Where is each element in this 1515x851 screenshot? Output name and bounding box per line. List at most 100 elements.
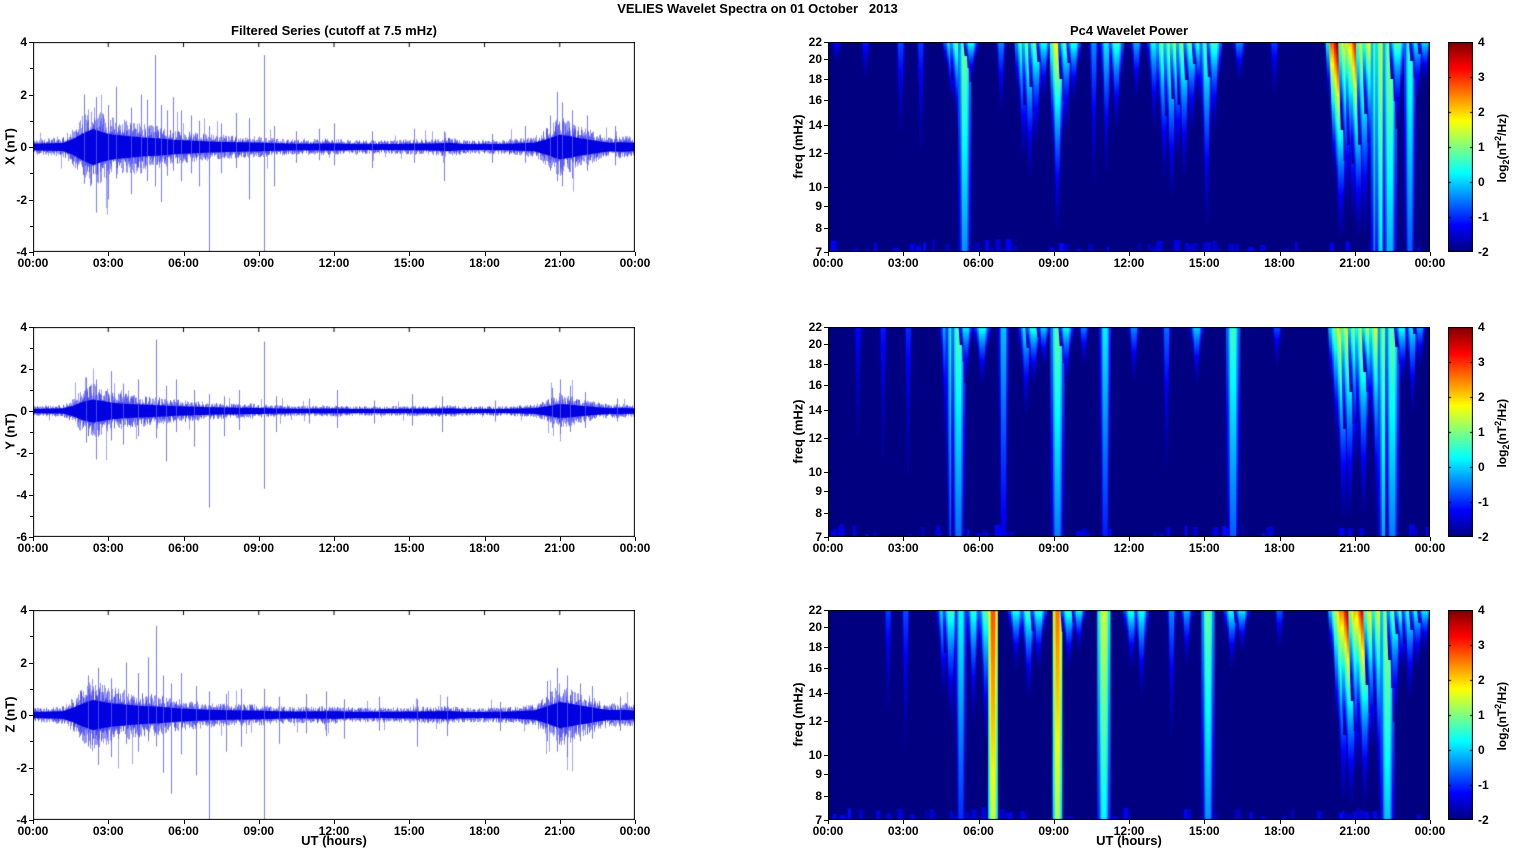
colorbar-tick-label: 2 bbox=[1478, 673, 1485, 687]
xtick-mark bbox=[1204, 252, 1206, 256]
colorbar-tick-label: 1 bbox=[1478, 425, 1485, 439]
xtick-label: 18:00 bbox=[1264, 541, 1295, 555]
xtick-mark bbox=[1053, 820, 1055, 824]
freq-tick-label: 9 bbox=[815, 766, 822, 781]
colorbar-label-part: /Hz) bbox=[1494, 681, 1509, 704]
ytick-label: 0 bbox=[20, 708, 27, 722]
xtick-label: 00:00 bbox=[812, 541, 844, 555]
freq-tick-mark bbox=[824, 646, 828, 648]
colorbar-tick-label: 2 bbox=[1478, 390, 1485, 404]
colorbar-tick-label: 3 bbox=[1478, 638, 1485, 652]
xtick-mark bbox=[559, 537, 561, 541]
ytick-label: -6 bbox=[16, 530, 27, 544]
freq-tick-mark bbox=[824, 471, 828, 473]
xtick-label: 00:00 bbox=[1414, 824, 1446, 838]
xtick-label: 09:00 bbox=[1038, 541, 1070, 555]
ytick-minor-mark bbox=[30, 225, 33, 227]
xtick-label: 03:00 bbox=[92, 256, 124, 270]
colorbar-axis-title: log2(nT2/Hz) bbox=[1493, 656, 1511, 776]
ytick-label: 2 bbox=[20, 362, 27, 376]
timeseries-plot-z bbox=[33, 610, 635, 820]
ytick-label: -4 bbox=[16, 488, 27, 502]
right-xaxis-title: UT (hours) bbox=[1096, 833, 1162, 848]
freq-tick-mark bbox=[824, 512, 828, 514]
ytick-label: 2 bbox=[20, 655, 27, 670]
ytick-minor-mark bbox=[30, 173, 33, 175]
colorbar-tick-label: -1 bbox=[1478, 495, 1489, 509]
xtick-label: 21:00 bbox=[1339, 824, 1371, 838]
xtick-mark bbox=[183, 252, 185, 256]
xtick-mark bbox=[559, 820, 561, 824]
colorbar-tick-label: -1 bbox=[1478, 210, 1489, 224]
xtick-label: 09:00 bbox=[243, 541, 275, 555]
spectrogram-plot-y bbox=[828, 327, 1430, 537]
ytick-minor-mark bbox=[30, 120, 33, 122]
xtick-mark bbox=[33, 252, 34, 256]
ytick-label: 2 bbox=[20, 87, 27, 102]
xtick-mark bbox=[108, 537, 110, 541]
freq-tick-mark bbox=[824, 124, 828, 126]
freq-tick-label: 20 bbox=[808, 52, 822, 67]
xtick-mark bbox=[903, 537, 905, 541]
xtick-label: 09:00 bbox=[243, 256, 275, 270]
ytick-minor-mark bbox=[30, 636, 33, 638]
xtick-label: 00:00 bbox=[1414, 256, 1446, 270]
yaxis-title-y: Y (nT) bbox=[2, 413, 18, 450]
xtick-mark bbox=[828, 537, 829, 541]
xtick-label: 21:00 bbox=[544, 824, 576, 838]
colorbar-label-part: (nT bbox=[1494, 140, 1509, 160]
ytick-minor-mark bbox=[30, 688, 33, 690]
freq-tick-mark bbox=[824, 754, 828, 756]
freq-tick-mark bbox=[824, 227, 828, 229]
freq-tick-label: 14 bbox=[808, 685, 822, 700]
figure-title: VELIES Wavelet Spectra on 01 October 201… bbox=[617, 1, 898, 16]
xtick-mark bbox=[1204, 537, 1206, 541]
colorbar bbox=[1448, 327, 1473, 537]
xtick-mark bbox=[258, 537, 260, 541]
colorbar-label-part: 2 bbox=[1492, 135, 1503, 141]
colorbar-tick-label: 0 bbox=[1478, 743, 1485, 757]
xtick-label: 18:00 bbox=[1264, 256, 1295, 270]
xtick-label: 09:00 bbox=[1038, 256, 1070, 270]
colorbar-label-part: 2 bbox=[1501, 444, 1512, 450]
xtick-label: 15:00 bbox=[1188, 824, 1220, 838]
freq-tick-mark bbox=[824, 78, 828, 80]
freq-tick-label: 12 bbox=[808, 431, 822, 446]
xtick-label: 00:00 bbox=[812, 824, 844, 838]
xtick-label: 00:00 bbox=[17, 824, 49, 838]
ytick-minor-mark bbox=[30, 516, 33, 517]
freq-tick-mark bbox=[824, 627, 828, 629]
freq-tick-label: 9 bbox=[815, 198, 822, 213]
xtick-label: 18:00 bbox=[1264, 824, 1295, 838]
xtick-mark bbox=[1204, 820, 1206, 824]
freq-tick-mark bbox=[824, 721, 828, 723]
colorbar-label-part: (nT bbox=[1494, 425, 1509, 445]
ytick-label: -4 bbox=[16, 813, 27, 827]
ytick-mark bbox=[29, 767, 33, 769]
ytick-label: -2 bbox=[16, 446, 27, 460]
xtick-mark bbox=[978, 252, 980, 256]
yaxis-title-x: X (nT) bbox=[2, 128, 18, 165]
xtick-label: 21:00 bbox=[1339, 256, 1371, 270]
xtick-label: 12:00 bbox=[1113, 824, 1145, 838]
colorbar-tick-label: 3 bbox=[1478, 70, 1485, 84]
freq-tick-label: 14 bbox=[808, 402, 822, 417]
colorbar-label-part: (nT bbox=[1494, 708, 1509, 728]
left-xaxis-title: UT (hours) bbox=[301, 833, 367, 848]
ytick-minor-mark bbox=[30, 793, 33, 795]
freq-tick-label: 16 bbox=[808, 661, 822, 676]
xtick-mark bbox=[635, 537, 636, 541]
right-column-title: Pc4 Wavelet Power bbox=[1069, 23, 1188, 38]
xtick-label: 15:00 bbox=[393, 541, 425, 555]
colorbar-tick-label: 0 bbox=[1478, 175, 1485, 189]
xtick-label: 21:00 bbox=[1339, 541, 1371, 555]
freq-tick-label: 10 bbox=[808, 747, 822, 762]
colorbar-tick-label: -2 bbox=[1478, 245, 1489, 259]
xtick-mark bbox=[1354, 820, 1356, 824]
ytick-mark bbox=[29, 42, 33, 43]
freq-tick-label: 8 bbox=[815, 505, 822, 520]
xtick-mark bbox=[258, 252, 260, 256]
freq-tick-mark bbox=[824, 438, 828, 440]
xtick-label: 00:00 bbox=[619, 256, 651, 270]
colorbar-tick-label: 3 bbox=[1478, 355, 1485, 369]
